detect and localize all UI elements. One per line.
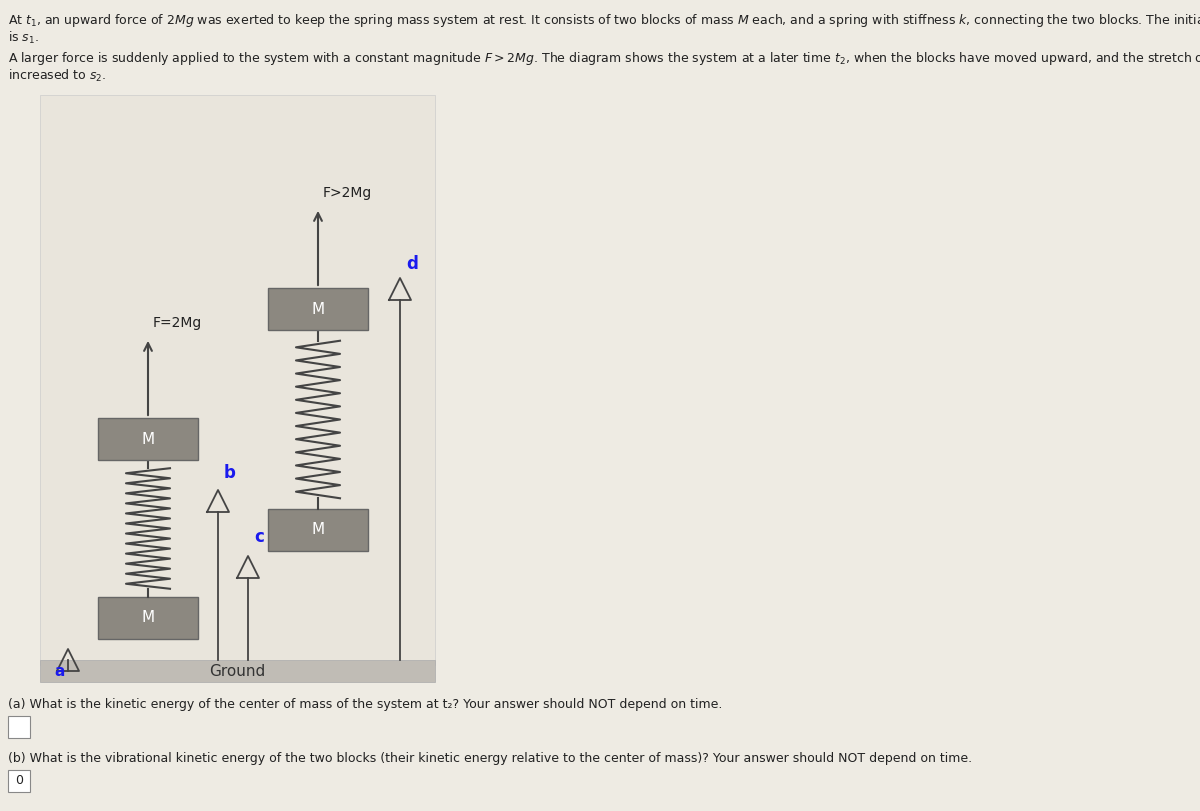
Text: increased to $s_2$.: increased to $s_2$. xyxy=(8,68,107,84)
Bar xyxy=(98,597,198,639)
Text: M: M xyxy=(312,302,324,316)
Bar xyxy=(8,716,30,738)
Bar xyxy=(268,288,368,330)
Bar xyxy=(40,95,436,665)
Text: M: M xyxy=(142,431,155,447)
Text: At $t_1$, an upward force of $2Mg$ was exerted to keep the spring mass system at: At $t_1$, an upward force of $2Mg$ was e… xyxy=(8,12,1200,29)
Text: d: d xyxy=(406,255,418,273)
Text: F=2Mg: F=2Mg xyxy=(154,316,203,330)
Bar xyxy=(40,660,436,682)
Text: c: c xyxy=(254,528,264,546)
Text: 0: 0 xyxy=(14,775,23,787)
Text: is $s_1$.: is $s_1$. xyxy=(8,30,40,46)
Text: (b) What is the vibrational kinetic energy of the two blocks (their kinetic ener: (b) What is the vibrational kinetic ener… xyxy=(8,752,972,765)
Text: M: M xyxy=(142,611,155,625)
Bar xyxy=(8,770,30,792)
Text: M: M xyxy=(312,522,324,538)
Text: b: b xyxy=(224,464,236,482)
Text: (a) What is the kinetic energy of the center of mass of the system at t₂? Your a: (a) What is the kinetic energy of the ce… xyxy=(8,698,722,711)
Text: a: a xyxy=(55,663,65,679)
Text: A larger force is suddenly applied to the system with a constant magnitude $F > : A larger force is suddenly applied to th… xyxy=(8,50,1200,67)
Bar xyxy=(98,418,198,460)
Text: Ground: Ground xyxy=(209,663,265,679)
Text: F>2Mg: F>2Mg xyxy=(323,186,372,200)
Bar xyxy=(268,509,368,551)
